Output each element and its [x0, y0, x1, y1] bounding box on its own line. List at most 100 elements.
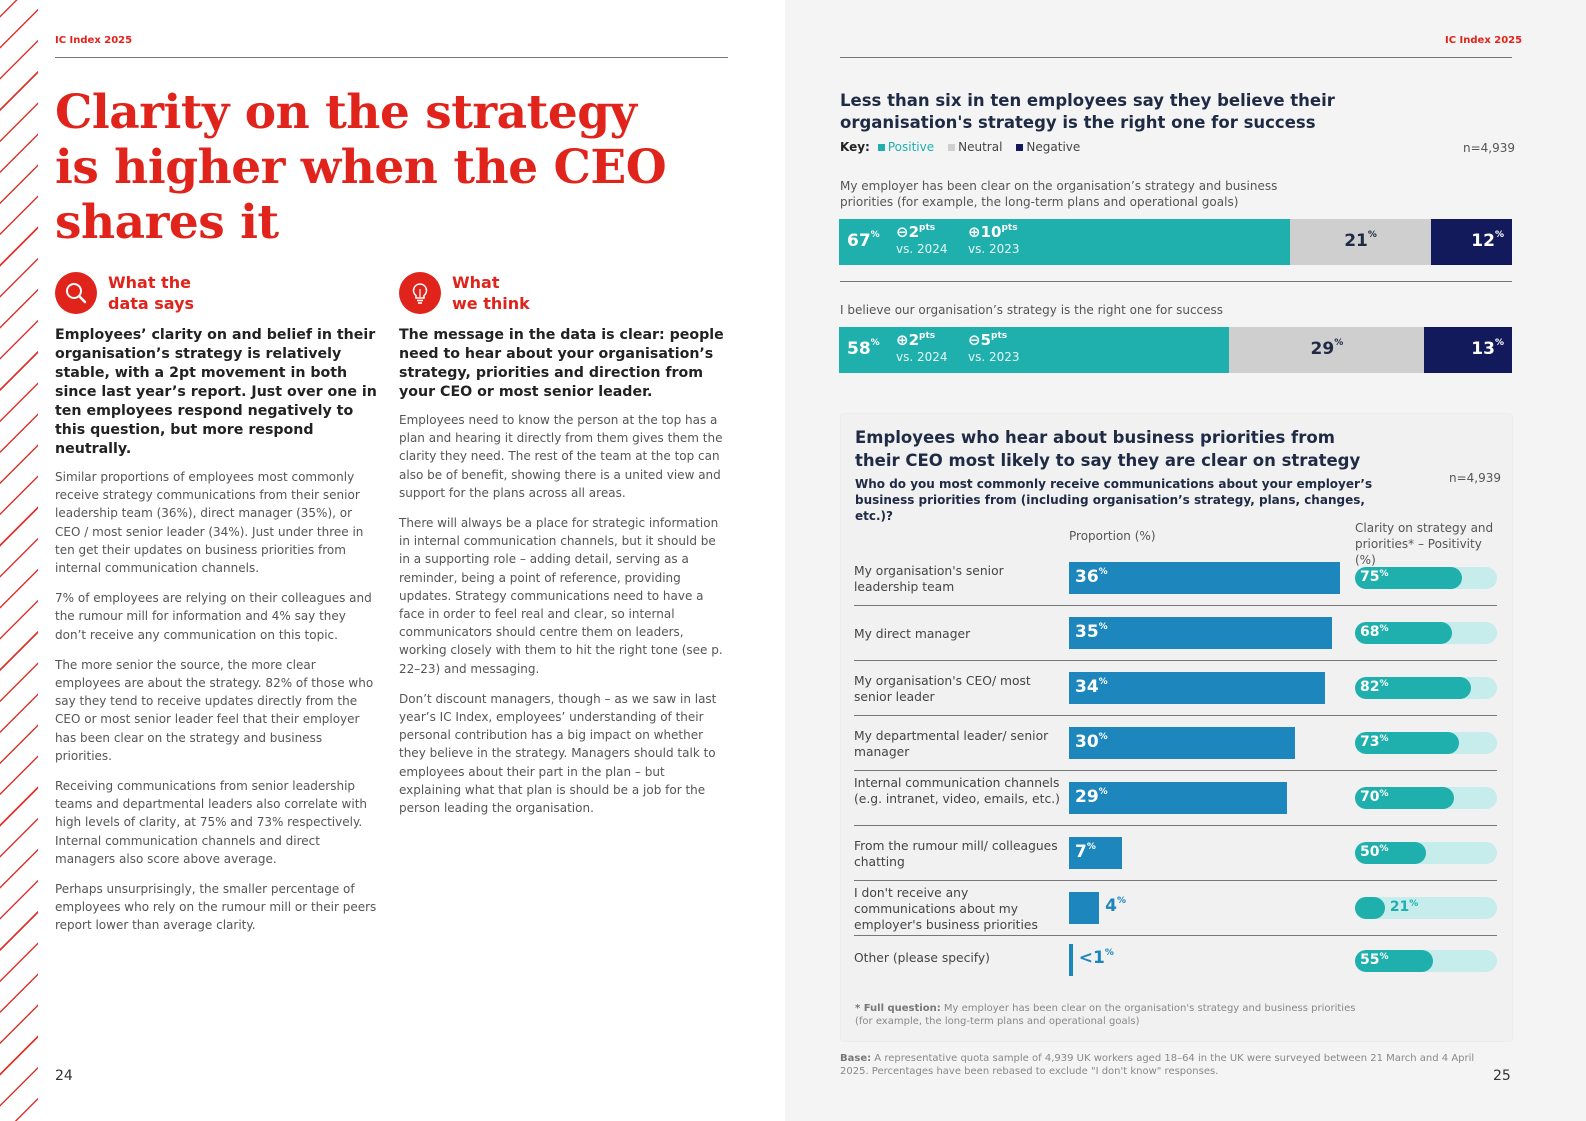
- clarity-value: 68%: [1360, 624, 1389, 640]
- proportion-bar: 35%: [1069, 617, 1333, 649]
- row-label: Internal communication channels (e.g. in…: [854, 775, 1060, 806]
- clarity-value: 75%: [1360, 569, 1389, 585]
- clarity-value: 82%: [1360, 679, 1389, 695]
- clarity-bar: [1355, 622, 1452, 644]
- body-paragraph: The more senior the source, the more cle…: [55, 657, 374, 763]
- delta-comparison: vs. 2023: [968, 350, 1020, 364]
- value-unit: %: [1098, 787, 1108, 797]
- proportion-bar: 29%: [1069, 782, 1288, 814]
- footnote-label: * Full question:: [855, 1003, 941, 1014]
- delta-unit: pts: [919, 223, 936, 233]
- section-header: What the data says: [55, 272, 380, 318]
- minus-circle-icon: ⊖: [896, 223, 909, 241]
- clarity-track: 68%: [1355, 622, 1497, 644]
- proportion-bar: 30%: [1069, 727, 1295, 759]
- section-rule: [840, 281, 1512, 282]
- segment-value-unit: %: [870, 338, 880, 348]
- table-row: Internal communication channels (e.g. in…: [854, 771, 1497, 826]
- value-unit: %: [1379, 624, 1389, 634]
- chart-title: Less than six in ten employees say they …: [840, 91, 1335, 132]
- card-question: Who do you most commonly receive communi…: [855, 477, 1373, 523]
- running-head: IC Index 2025: [55, 35, 133, 46]
- row-divider: [854, 715, 1497, 716]
- stack-question: I believe our organisation’s strategy is…: [840, 303, 1224, 317]
- column-header-proportion: Proportion (%): [1069, 529, 1156, 543]
- column-header-clarity: Clarity on strategy and priorities* – Po…: [1355, 521, 1494, 567]
- row-label: My organisation's CEO/ most senior leade…: [854, 673, 1031, 704]
- value-unit: %: [1098, 732, 1108, 742]
- proportion-value: 36%: [1075, 567, 1108, 587]
- row-divider: [854, 825, 1497, 826]
- decorative-stripes: [0, 0, 38, 1121]
- lead-paragraph: The message in the data is clear: people…: [399, 327, 724, 400]
- table-row: From the rumour mill/ colleagues chattin…: [854, 826, 1497, 881]
- clarity-value: 21%: [1389, 899, 1419, 915]
- delta-badge: ⊖5pts vs. 2023: [968, 331, 1020, 364]
- proportion-value: <1%: [1078, 948, 1114, 968]
- proportion-value: 29%: [1075, 787, 1108, 807]
- proportion-bar: 34%: [1069, 672, 1325, 704]
- clarity-value: 50%: [1360, 844, 1389, 860]
- delta-comparison: vs. 2024: [896, 350, 948, 364]
- row-divider: [854, 770, 1497, 771]
- delta-value: 2: [908, 331, 920, 349]
- clarity-bar: [1355, 567, 1462, 589]
- clarity-bar: [1355, 732, 1459, 754]
- row-label: I don't receive any communications about…: [854, 885, 1038, 932]
- value-unit: %: [1098, 567, 1108, 577]
- value-unit: %: [1098, 677, 1108, 687]
- body-paragraph: Employees need to know the person at the…: [399, 413, 723, 500]
- body-paragraph: 7% of employees are relying on their col…: [55, 591, 372, 642]
- clarity-bar: [1355, 787, 1455, 809]
- row-divider: [854, 660, 1497, 661]
- clarity-track: 55%: [1355, 950, 1497, 972]
- value-unit: %: [1086, 842, 1096, 852]
- magnifier-icon: [55, 272, 97, 314]
- value-unit: %: [1098, 622, 1108, 632]
- page-title: Clarity on the strategy is higher when t…: [55, 85, 667, 250]
- segment-value: 29%: [1310, 338, 1344, 359]
- delta-unit: pts: [1001, 223, 1018, 233]
- body-paragraph: Don’t discount managers, though – as we …: [399, 691, 717, 816]
- legend-swatch-neutral: [948, 143, 956, 151]
- row-label: My departmental leader/ senior manager: [854, 728, 1049, 759]
- segment-value: 13%: [1471, 338, 1504, 359]
- plus-circle-icon: ⊕: [968, 223, 981, 241]
- legend-swatch-positive: [877, 143, 885, 151]
- delta-value: 5: [980, 331, 992, 349]
- clarity-bar: [1355, 677, 1472, 699]
- legend-neutral: Neutral: [958, 140, 1003, 154]
- plus-circle-icon: ⊕: [896, 331, 909, 349]
- row-label: My direct manager: [854, 626, 971, 641]
- header-rule: [55, 57, 728, 58]
- value-unit: %: [1379, 952, 1389, 962]
- clarity-track: 75%: [1355, 567, 1497, 589]
- section-title: What we think: [452, 273, 530, 313]
- delta-badge: ⊖2pts vs. 2024: [896, 223, 948, 256]
- stack-segment-positive: 58% ⊕2pts vs. 2024 ⊖5pts vs. 2023: [839, 327, 1230, 373]
- page-number: 24: [55, 1068, 73, 1084]
- legend-positive: Positive: [887, 140, 935, 154]
- stack-segment-negative: 13%: [1424, 327, 1512, 373]
- clarity-value: 73%: [1360, 734, 1389, 750]
- stacked-bar: 58% ⊕2pts vs. 2024 ⊖5pts vs. 2023 29% 13%: [839, 327, 1512, 373]
- proportion-value: 7%: [1075, 842, 1096, 862]
- clarity-value: 55%: [1360, 952, 1389, 968]
- delta-unit: pts: [919, 331, 936, 341]
- value-unit: %: [1379, 569, 1389, 579]
- segment-value: 67%: [847, 230, 880, 251]
- segment-value-unit: %: [1494, 230, 1504, 240]
- clarity-track: 21%: [1355, 897, 1497, 919]
- body-paragraph: Similar proportions of employees most co…: [55, 470, 364, 576]
- card-title: Employees who hear about business priori…: [855, 428, 1361, 470]
- body-paragraph: There will always be a place for strateg…: [399, 516, 723, 676]
- minus-circle-icon: ⊖: [968, 331, 981, 349]
- table-row: I don't receive any communications about…: [854, 881, 1497, 936]
- table-row: Other (please specify) <1% 55%: [854, 936, 1497, 984]
- row-divider: [854, 880, 1497, 881]
- section-title: What the data says: [108, 273, 195, 313]
- value-unit: %: [1409, 899, 1419, 909]
- stack-segment-negative: 12%: [1431, 219, 1512, 265]
- delta-comparison: vs. 2024: [896, 242, 948, 256]
- left-page: IC Index 2025 Clarity on the strategy is…: [0, 0, 785, 1121]
